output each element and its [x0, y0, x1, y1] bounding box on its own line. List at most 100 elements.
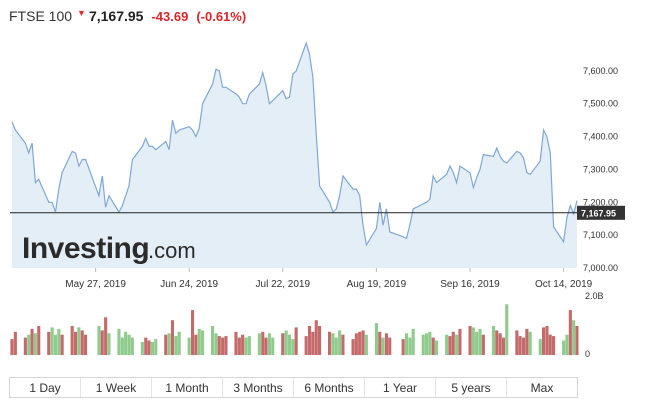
volume-bar [104, 317, 108, 355]
volume-bar [471, 327, 475, 355]
volume-tick-label: 2.0B [585, 291, 604, 301]
time-range-tabs: 1 Day 1 Week 1 Month 3 Months 6 Months 1… [9, 377, 578, 398]
volume-bar [241, 334, 245, 355]
volume-bar [562, 340, 566, 355]
volume-bar [107, 333, 111, 356]
volume-bar [552, 336, 556, 355]
volume-bar [164, 334, 168, 355]
volume-bar [448, 336, 452, 355]
volume-bar [170, 320, 174, 355]
volume-bar [100, 330, 104, 355]
volume-bar [431, 337, 435, 355]
investing-logo: Investing .com [22, 232, 196, 265]
volume-bar [308, 326, 312, 355]
volume-bar [13, 331, 17, 355]
tab-1-year[interactable]: 1 Year [365, 378, 436, 397]
volume-bar [475, 331, 479, 355]
volume-bar [401, 339, 405, 356]
volume-bar [237, 337, 241, 355]
y-tick-label: 7,200.00 [583, 197, 618, 207]
price-area [12, 42, 577, 269]
volume-bar [257, 333, 261, 356]
volume-bar [455, 334, 459, 355]
volume-bar [518, 336, 522, 355]
last-price: 7,167.95 [88, 8, 144, 24]
y-tick-label: 7,300.00 [583, 164, 618, 174]
volume-bar [23, 337, 27, 355]
volume-bar [117, 328, 121, 355]
volume-bar [381, 337, 385, 355]
y-tick-label: 7,100.00 [583, 230, 618, 240]
price-series-line [11, 40, 578, 247]
volume-bar [130, 337, 134, 355]
tab-6-months[interactable]: 6 Months [294, 378, 365, 397]
volume-bar [211, 326, 215, 355]
price-change: -43.69 [151, 9, 189, 24]
volume-bar [358, 331, 362, 355]
volume-bar [244, 337, 248, 355]
volume-bar [167, 333, 171, 356]
tab-1-day[interactable]: 1 Day [10, 378, 81, 397]
volume-bar [70, 326, 74, 355]
volume-bar [271, 337, 275, 355]
volume-bar [388, 337, 392, 355]
x-tick-label: Jul 22, 2019 [256, 279, 311, 290]
volume-bar [154, 339, 158, 356]
volume-bar [214, 333, 218, 356]
volume-chart [10, 304, 579, 356]
volume-bar [261, 331, 265, 355]
volume-bar [548, 334, 552, 355]
volume-bar [481, 334, 485, 355]
volume-bar [498, 333, 502, 356]
tab-max[interactable]: Max [530, 380, 554, 395]
price-area-fill [12, 42, 577, 269]
volume-bar [425, 333, 429, 356]
volume-bar [338, 330, 342, 355]
date-x-axis: May 27, 2019 Jun 24, 2019 Jul 22, 2019 Aug … [65, 268, 593, 290]
tab-1-week[interactable]: 1 Week [81, 378, 152, 397]
volume-bar [284, 330, 288, 355]
volume-bar [334, 337, 338, 355]
volume-bar [144, 337, 148, 355]
volume-bar [505, 304, 509, 356]
x-tick-label: Sep 16, 2019 [440, 279, 500, 290]
volume-bar [491, 326, 495, 355]
volume-bar [445, 334, 449, 355]
tab-1-month[interactable]: 1 Month [152, 378, 223, 397]
volume-bar [247, 336, 251, 355]
volume-bar [264, 337, 268, 355]
volume-bar [378, 331, 382, 355]
volume-bar [33, 333, 37, 356]
volume-bar [411, 328, 415, 355]
volume-bar [575, 326, 579, 355]
tab-3-months[interactable]: 3 Months [223, 378, 294, 397]
volume-bar [528, 331, 532, 355]
volume-bar [120, 337, 124, 355]
volume-bar [311, 331, 315, 355]
volume-bar [267, 333, 271, 356]
volume-bar [408, 337, 412, 355]
x-tick-label: May 27, 2019 [65, 279, 126, 290]
tab-5-years[interactable]: 5 years [436, 378, 507, 397]
volume-bar [37, 326, 41, 355]
percent-change: (-0.61%) [196, 9, 247, 24]
volume-bar [501, 337, 505, 355]
volume-bar [304, 336, 308, 355]
volume-bar [187, 337, 191, 355]
volume-bar [421, 334, 425, 355]
volume-bar [318, 326, 322, 355]
volume-bar [294, 327, 298, 355]
volume-bar [140, 341, 144, 355]
volume-bar [328, 331, 332, 355]
volume-bar [57, 328, 61, 355]
svg-text:Investing: Investing [22, 232, 149, 265]
price-y-axis: 7,000.00 7,100.00 7,200.00 7,300.00 7,400.00… [583, 66, 618, 273]
volume-bar [177, 331, 181, 355]
volume-bar [458, 328, 462, 355]
down-arrow-icon: ▼ [77, 8, 86, 18]
volume-bar [572, 320, 576, 355]
quote-header: FTSE 100 ▼ 7,167.95 -43.69 (-0.61%) [9, 8, 246, 28]
volume-bar [451, 331, 455, 355]
x-tick-label: Oct 14, 2019 [535, 279, 593, 290]
volume-bar [77, 327, 81, 355]
